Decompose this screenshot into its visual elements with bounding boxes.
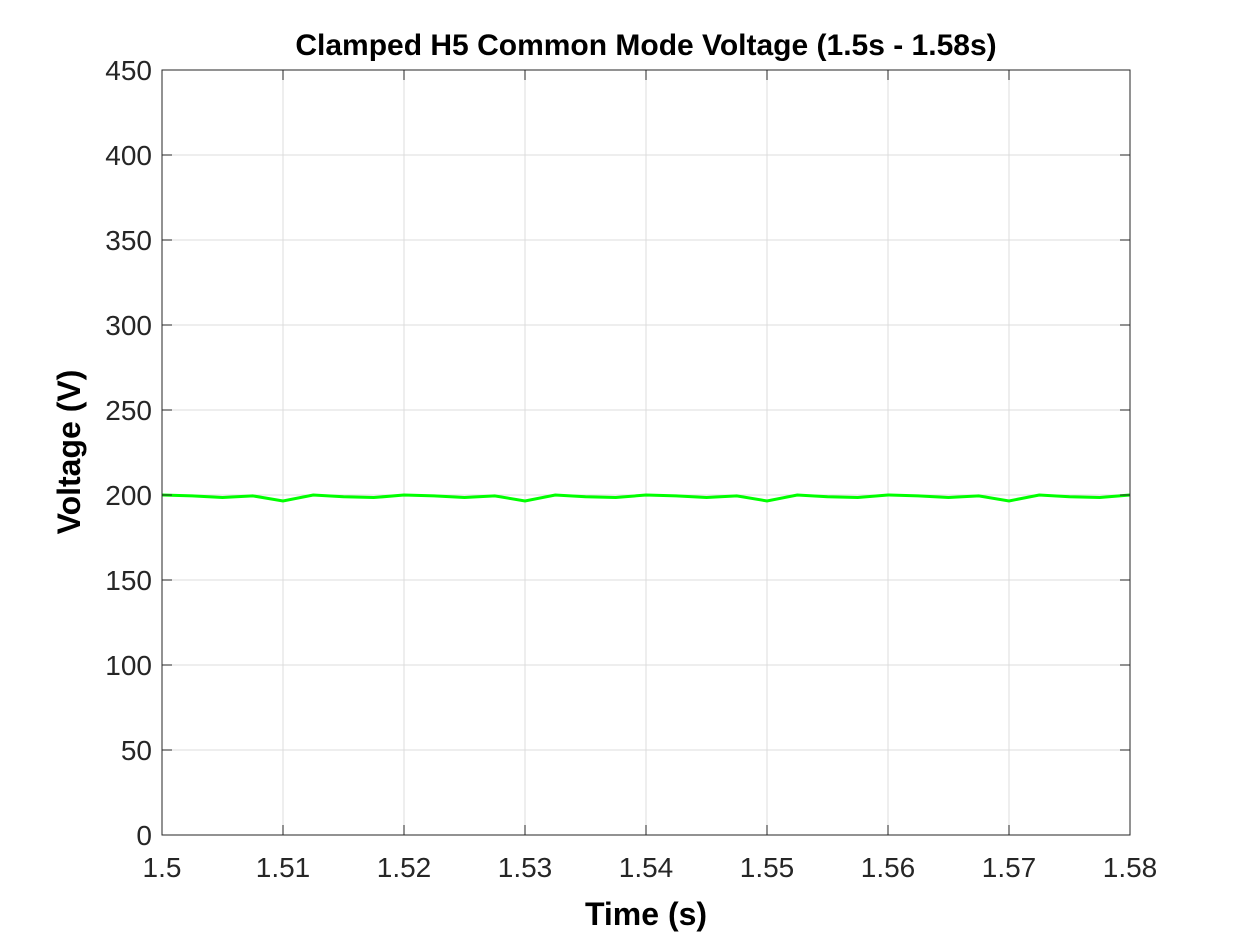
- x-tick-label: 1.57: [982, 852, 1037, 883]
- y-tick-label: 200: [105, 480, 152, 511]
- y-tick-label: 100: [105, 650, 152, 681]
- y-tick-label: 400: [105, 140, 152, 171]
- x-tick-label: 1.52: [377, 852, 432, 883]
- y-tick-label: 0: [136, 820, 152, 851]
- chart-title: Clamped H5 Common Mode Voltage (1.5s - 1…: [295, 29, 996, 62]
- y-tick-label: 250: [105, 395, 152, 426]
- y-tick-label: 300: [105, 310, 152, 341]
- y-tick-label: 150: [105, 565, 152, 596]
- x-tick-label: 1.55: [740, 852, 795, 883]
- x-tick-label: 1.58: [1103, 852, 1158, 883]
- y-tick-label: 350: [105, 225, 152, 256]
- x-axis-label: Time (s): [585, 896, 707, 932]
- plot: [161, 493, 1131, 503]
- y-tick-label: 450: [105, 55, 152, 86]
- x-tick-label: 1.51: [256, 852, 311, 883]
- y-axis-label: Voltage (V): [51, 370, 87, 535]
- x-tick-label: 1.5: [143, 852, 182, 883]
- x-tick-label: 1.54: [619, 852, 674, 883]
- data-line: [161, 493, 1131, 503]
- x-tick-label: 1.56: [861, 852, 916, 883]
- x-tick-label: 1.53: [498, 852, 553, 883]
- y-tick-label: 50: [121, 735, 152, 766]
